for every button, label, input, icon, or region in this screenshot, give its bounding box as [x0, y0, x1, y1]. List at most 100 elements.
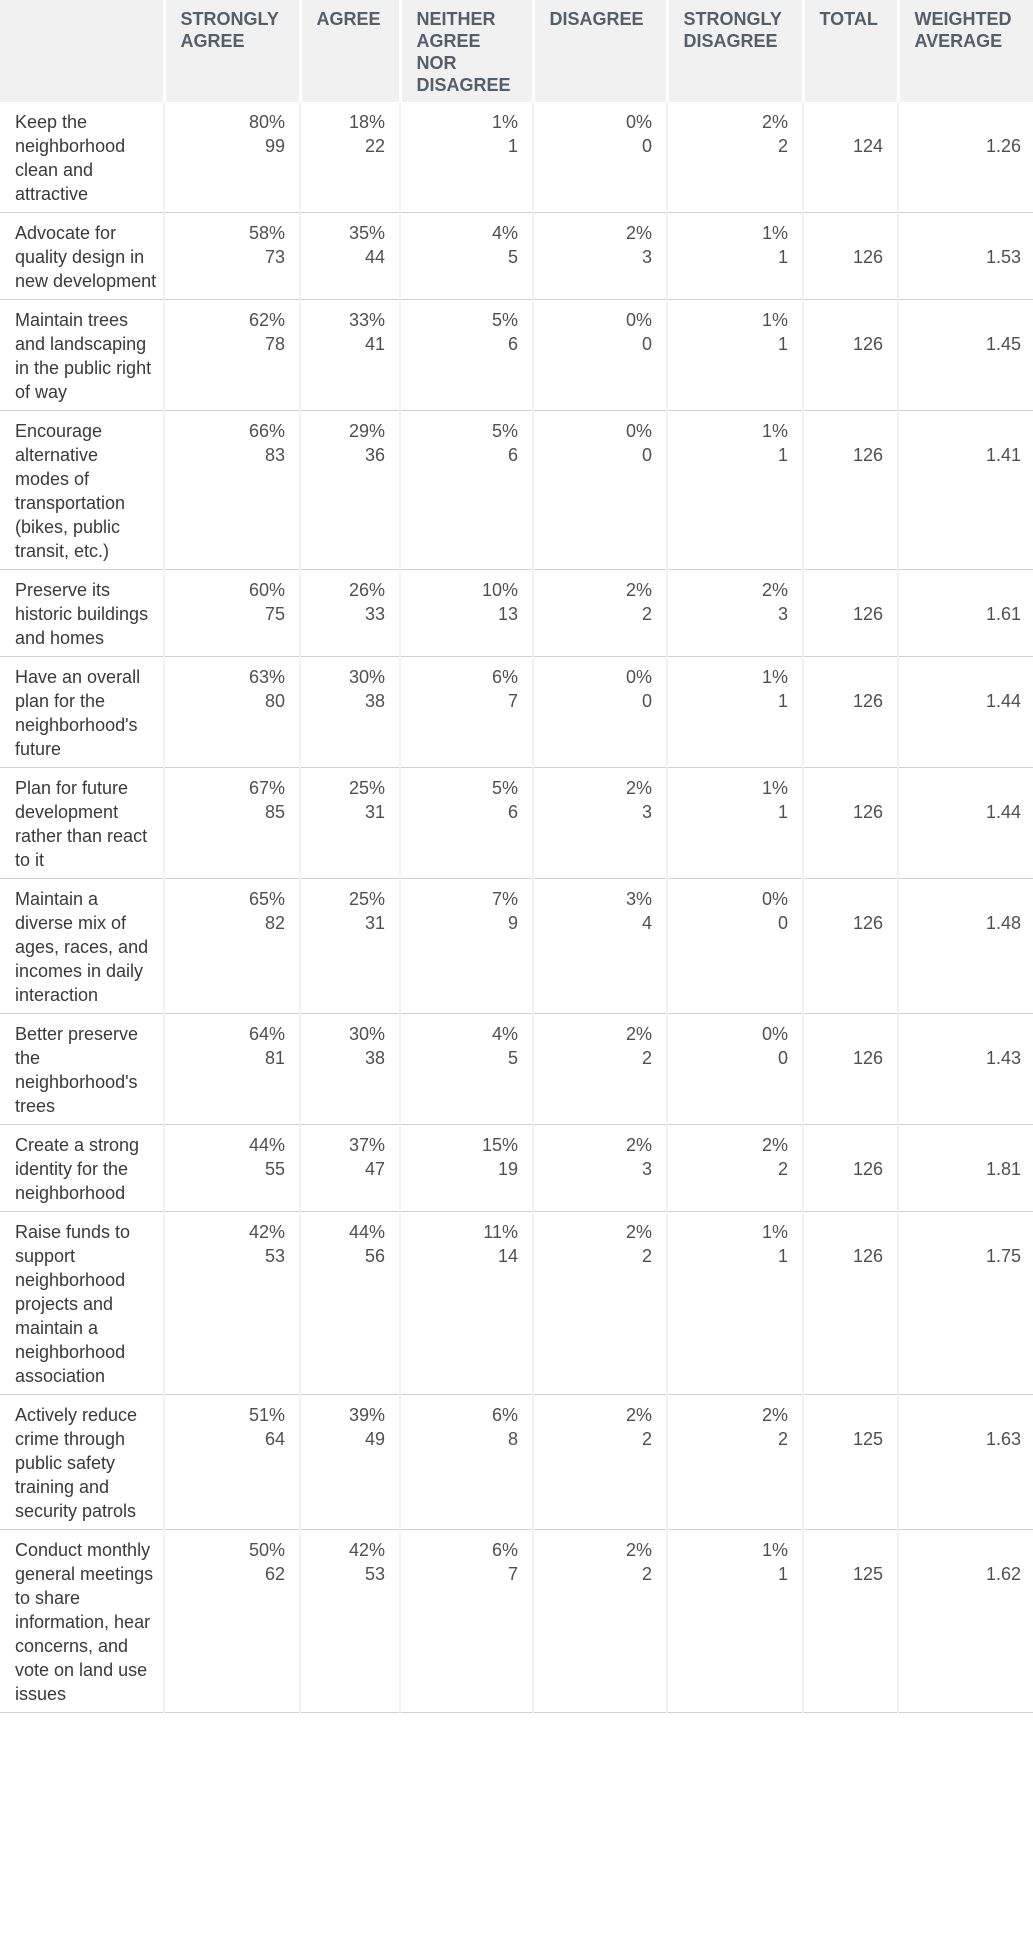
cell-strongly-agree: 50% 62	[164, 1529, 301, 1713]
cell-count: 5	[507, 247, 518, 267]
table-row: Keep the neighborhood clean and attracti…	[0, 102, 1033, 213]
header-agree: AGREE	[300, 0, 402, 102]
cell-count: 2	[641, 1564, 652, 1584]
cell-percent: 1%	[761, 667, 788, 687]
cell-count: 38	[364, 1048, 385, 1068]
cell-percent: 2%	[625, 1024, 652, 1044]
cell-percent: 1%	[761, 1540, 788, 1560]
cell-count: 81	[264, 1048, 285, 1068]
cell-count: 0	[641, 334, 652, 354]
cell-count: 0	[641, 691, 652, 711]
cell-disagree: 2% 2	[533, 1529, 668, 1713]
cell-count: 2	[777, 1159, 788, 1179]
cell-percent: 5%	[491, 778, 518, 798]
cell-percent: 5%	[491, 421, 518, 441]
cell-percent: 2%	[625, 223, 652, 243]
cell-strongly-disagree: 2% 2	[667, 1394, 804, 1530]
row-label: Maintain a diverse mix of ages, races, a…	[0, 878, 165, 1014]
row-label: Actively reduce crime through public saf…	[0, 1394, 165, 1530]
cell-disagree: 2% 2	[533, 1394, 668, 1530]
cell-percent: 4%	[491, 223, 518, 243]
cell-count: 31	[364, 913, 385, 933]
cell-weighted-average: 1.48	[898, 878, 1033, 1014]
cell-percent: 67%	[248, 778, 285, 798]
cell-count: 13	[497, 604, 518, 624]
cell-count: 22	[364, 136, 385, 156]
cell-percent: 63%	[248, 667, 285, 687]
cell-total: 126	[803, 767, 899, 879]
table-row: Plan for future development rather than …	[0, 767, 1033, 879]
cell-disagree: 0% 0	[533, 410, 668, 570]
cell-total: 125	[803, 1529, 899, 1713]
header-blank	[0, 0, 166, 102]
row-label: Encourage alternative modes of transport…	[0, 410, 165, 570]
cell-strongly-agree: 63% 80	[164, 656, 301, 768]
cell-count: 36	[364, 445, 385, 465]
cell-percent: 2%	[625, 1222, 652, 1242]
cell-count: 73	[264, 247, 285, 267]
cell-percent: 1%	[491, 112, 518, 132]
cell-strongly-agree: 64% 81	[164, 1013, 301, 1125]
cell-neither: 4% 5	[400, 212, 534, 300]
cell-count: 1	[777, 334, 788, 354]
row-label: Conduct monthly general meetings to shar…	[0, 1529, 165, 1713]
cell-percent: 0%	[625, 310, 652, 330]
cell-agree: 29% 36	[300, 410, 401, 570]
cell-count: 3	[641, 247, 652, 267]
table-row: Actively reduce crime through public saf…	[0, 1394, 1033, 1530]
cell-strongly-agree: 80% 99	[164, 102, 301, 213]
cell-agree: 33% 41	[300, 299, 401, 411]
cell-percent: 1%	[761, 778, 788, 798]
header-strongly-agree: STRONGLY AGREE	[164, 0, 302, 102]
cell-percent: 2%	[761, 1405, 788, 1425]
cell-disagree: 0% 0	[533, 102, 668, 213]
table-row: Preserve its historic buildings and home…	[0, 569, 1033, 657]
cell-total: 126	[803, 212, 899, 300]
cell-disagree: 2% 3	[533, 1124, 668, 1212]
cell-total: 125	[803, 1394, 899, 1530]
cell-disagree: 2% 3	[533, 767, 668, 879]
cell-strongly-agree: 60% 75	[164, 569, 301, 657]
cell-percent: 2%	[761, 1135, 788, 1155]
header-total: TOTAL	[803, 0, 900, 102]
cell-count: 2	[777, 1429, 788, 1449]
row-label: Raise funds to support neighborhood proj…	[0, 1211, 165, 1395]
cell-count: 2	[641, 604, 652, 624]
cell-agree: 26% 33	[300, 569, 401, 657]
cell-count: 78	[264, 334, 285, 354]
cell-neither: 5% 6	[400, 767, 534, 879]
cell-neither: 7% 9	[400, 878, 534, 1014]
cell-strongly-disagree: 0% 0	[667, 1013, 804, 1125]
cell-weighted-average: 1.81	[898, 1124, 1033, 1212]
cell-total: 126	[803, 656, 899, 768]
cell-percent: 30%	[348, 1024, 385, 1044]
cell-count: 99	[264, 136, 285, 156]
cell-count: 3	[641, 802, 652, 822]
cell-count: 0	[641, 445, 652, 465]
cell-count: 1	[777, 802, 788, 822]
cell-count: 5	[507, 1048, 518, 1068]
cell-percent: 2%	[625, 580, 652, 600]
cell-percent: 1%	[761, 421, 788, 441]
cell-count: 56	[364, 1246, 385, 1266]
cell-disagree: 2% 3	[533, 212, 668, 300]
cell-count: 82	[264, 913, 285, 933]
cell-agree: 42% 53	[300, 1529, 401, 1713]
cell-agree: 30% 38	[300, 656, 401, 768]
cell-agree: 18% 22	[300, 102, 401, 213]
cell-count: 19	[497, 1159, 518, 1179]
cell-count: 1	[777, 445, 788, 465]
cell-percent: 26%	[348, 580, 385, 600]
cell-count: 7	[507, 1564, 518, 1584]
row-label: Advocate for quality design in new devel…	[0, 212, 165, 300]
table-row: Encourage alternative modes of transport…	[0, 410, 1033, 570]
cell-count: 9	[507, 913, 518, 933]
cell-percent: 7%	[491, 889, 518, 909]
cell-percent: 29%	[348, 421, 385, 441]
cell-weighted-average: 1.41	[898, 410, 1033, 570]
cell-neither: 15% 19	[400, 1124, 534, 1212]
cell-strongly-agree: 51% 64	[164, 1394, 301, 1530]
cell-percent: 64%	[248, 1024, 285, 1044]
cell-total: 126	[803, 1211, 899, 1395]
cell-neither: 5% 6	[400, 299, 534, 411]
